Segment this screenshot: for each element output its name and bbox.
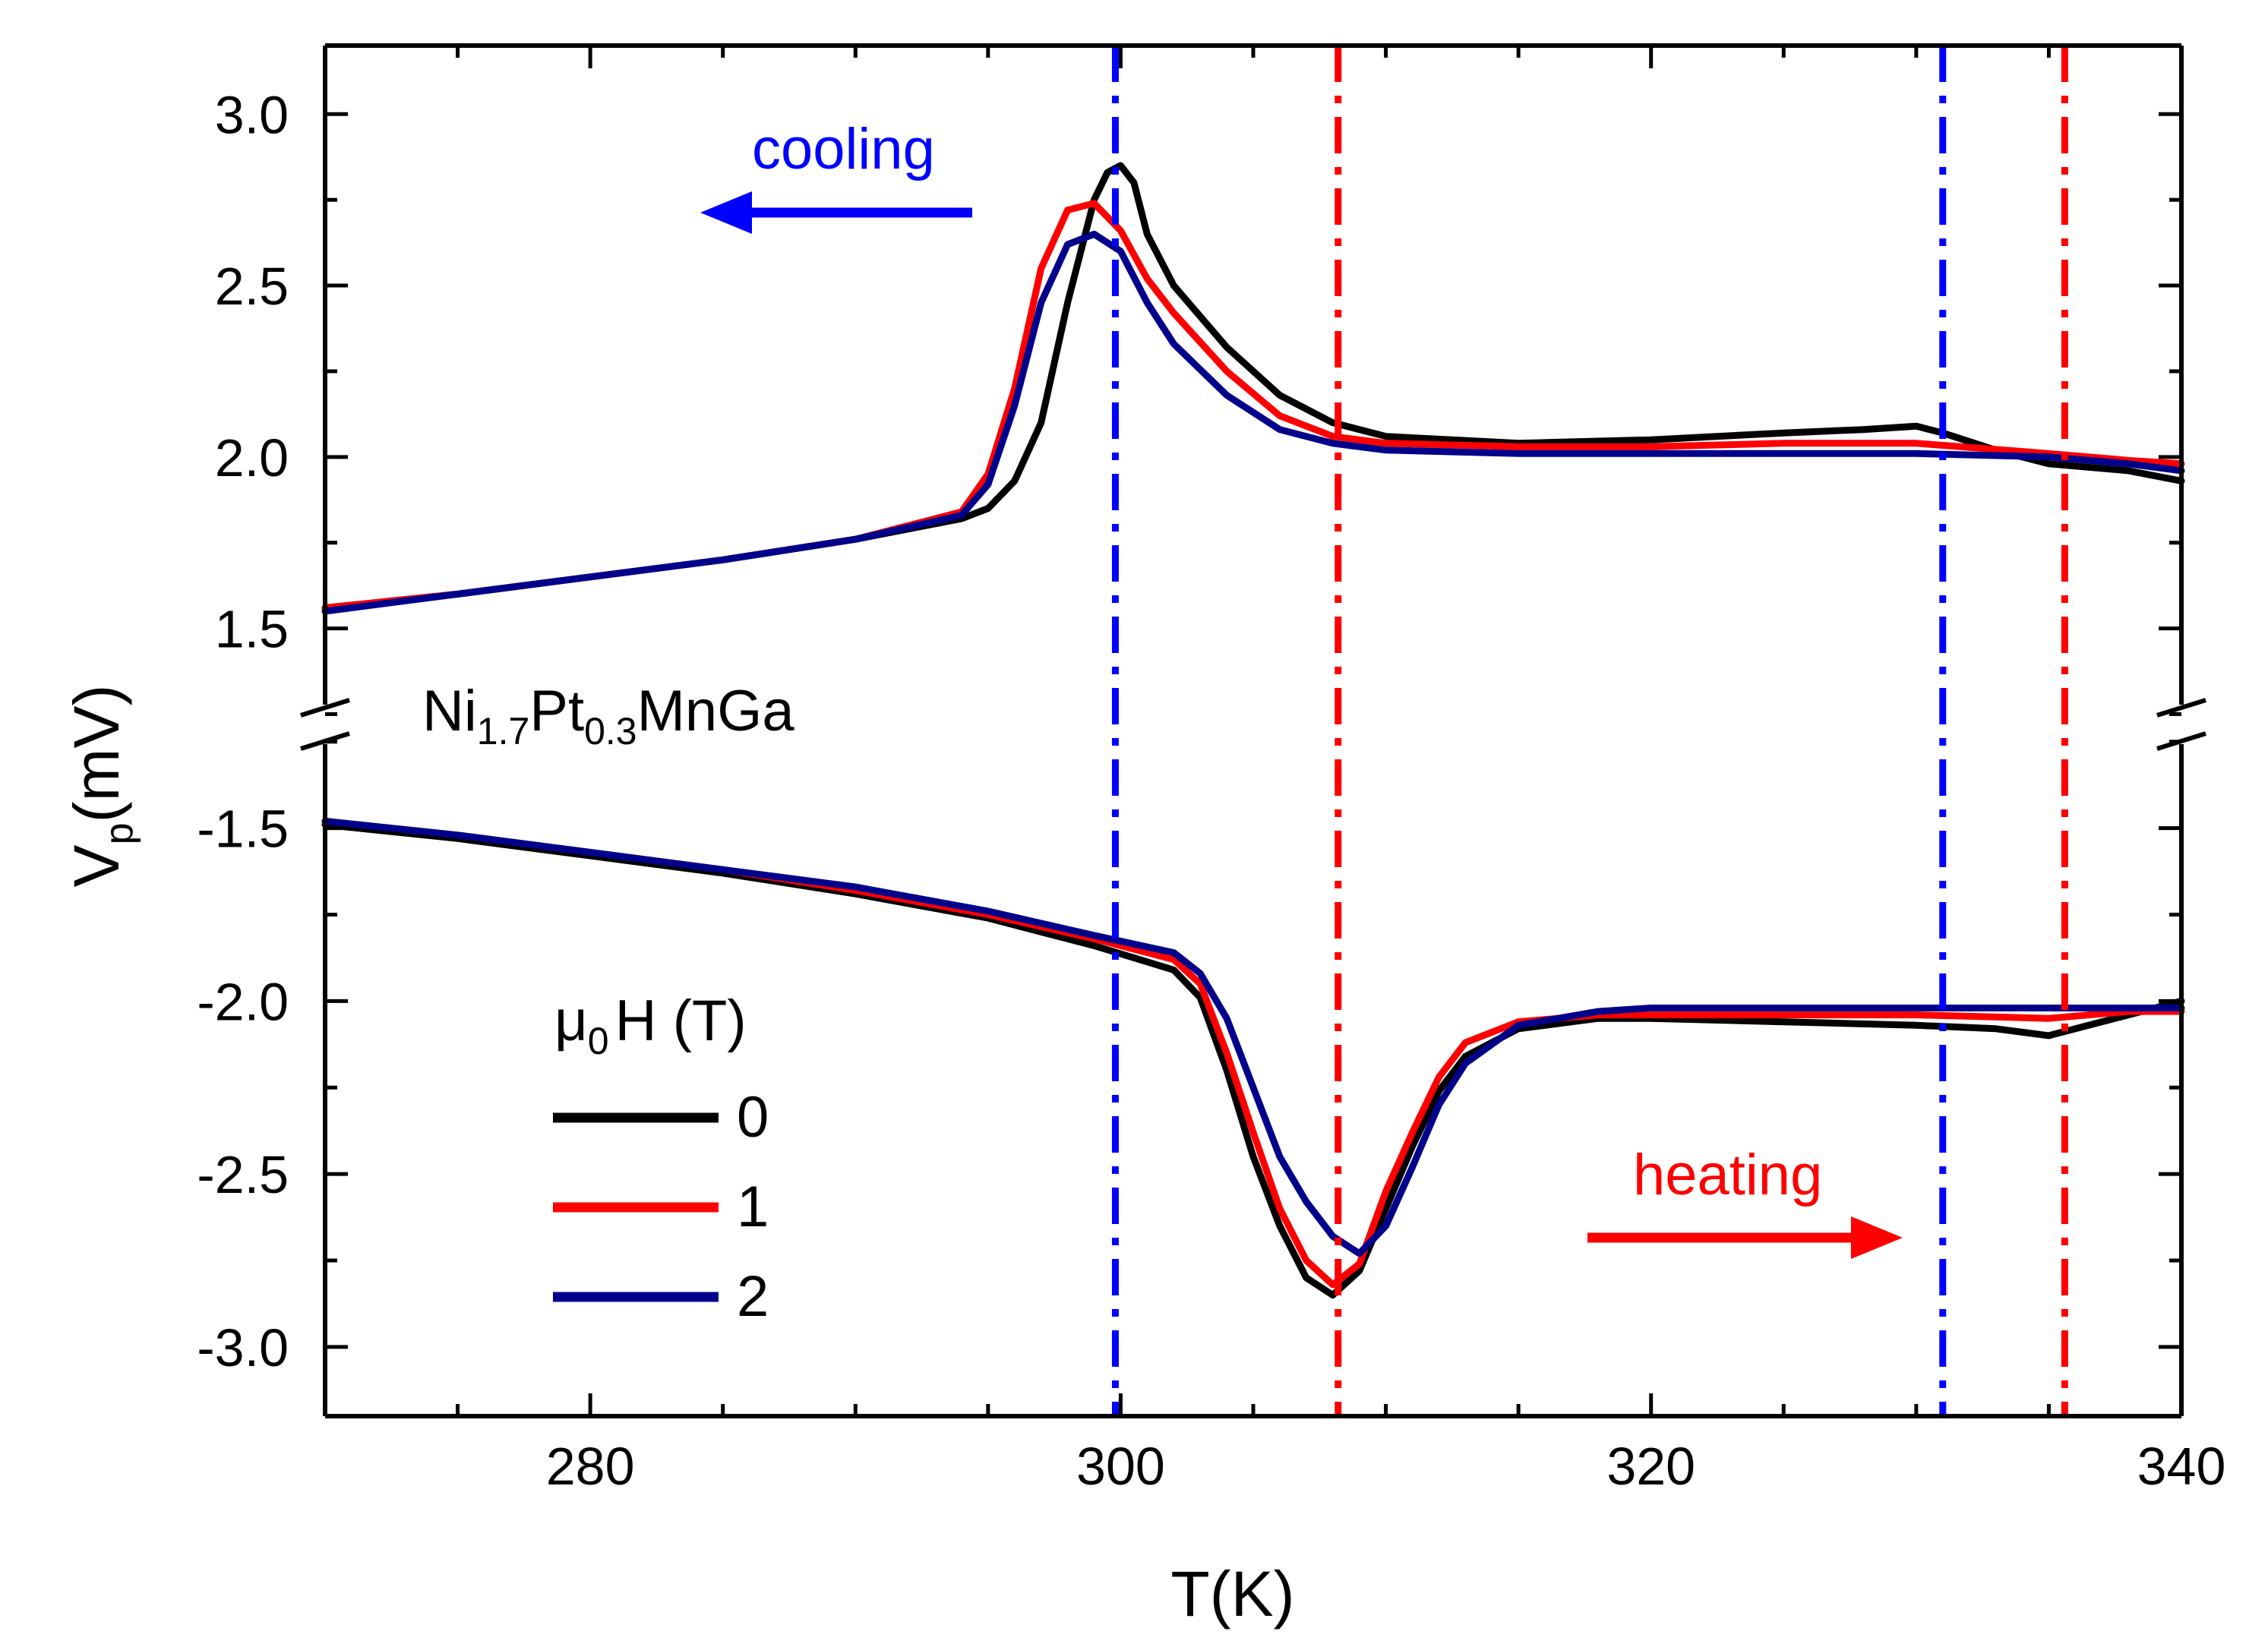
sample-label: Ni1.7Pt0.3MnGa [422, 679, 794, 752]
y-tick-label-lower--1.5: -1.5 [197, 800, 289, 859]
sample-el1: Ni [422, 679, 477, 743]
series-layer [321, 162, 2185, 1299]
y-tick-label-upper-3: 3.0 [215, 85, 289, 144]
legend: μ0 H (T) 0 1 2 [553, 989, 769, 1329]
x-tick-label-340: 340 [2137, 1437, 2226, 1496]
cooling-label: cooling [752, 117, 935, 181]
x-axis-title: T(K) [1170, 1558, 1294, 1629]
legend-title-rest: H (T) [615, 989, 747, 1053]
sample-el2: Pt [529, 679, 584, 743]
legend-title: μ0 H (T) [554, 989, 747, 1062]
x-tick-label-320: 320 [1606, 1437, 1695, 1496]
break-mark-left-top [300, 698, 350, 718]
legend-label-0: 0 [737, 1085, 769, 1150]
cooling-arrow-head [700, 191, 752, 234]
vline-layer [1111, 46, 2068, 1416]
y-tick-label-lower--2: -2.0 [197, 972, 289, 1031]
y-tick-label-lower--3: -3.0 [197, 1318, 289, 1377]
series-0-lower-line [321, 821, 2185, 1299]
x-tick-label-280: 280 [546, 1437, 635, 1496]
series-2-lower-line [321, 818, 2185, 1257]
y-tick-label-lower--2.5: -2.5 [197, 1145, 289, 1204]
tick-layer: 280 300 320 340 1.5 2.0 2.5 3.0 -1.5 -2.0 -2.5 -3.0 [197, 46, 2225, 1496]
y-tick-label-upper-2.5: 2.5 [215, 257, 289, 316]
y-axis-title: Vp(mV) [61, 685, 141, 888]
y-axis-title-sub: p [97, 823, 141, 845]
legend-label-2: 2 [737, 1264, 769, 1329]
y-axis-title-unit: (mV) [61, 685, 132, 823]
legend-title-mu: μ [554, 989, 588, 1053]
heating-arrow-head [1851, 1216, 1903, 1259]
break-mark-right-top [2156, 698, 2206, 718]
x-tick-label-300: 300 [1076, 1437, 1165, 1496]
heating-label: heating [1633, 1143, 1822, 1207]
legend-label-1: 1 [737, 1175, 769, 1239]
sample-sub2: 0.3 [584, 710, 637, 752]
sample-sub1: 1.7 [477, 710, 530, 752]
series-2-upper-line [321, 230, 2185, 615]
y-axis-title-main: V [61, 844, 132, 887]
y-tick-label-upper-1.5: 1.5 [215, 600, 289, 659]
legend-title-sub: 0 [588, 1020, 609, 1062]
sample-el3: MnGa [637, 679, 795, 743]
y-tick-label-upper-2: 2.0 [215, 428, 289, 487]
